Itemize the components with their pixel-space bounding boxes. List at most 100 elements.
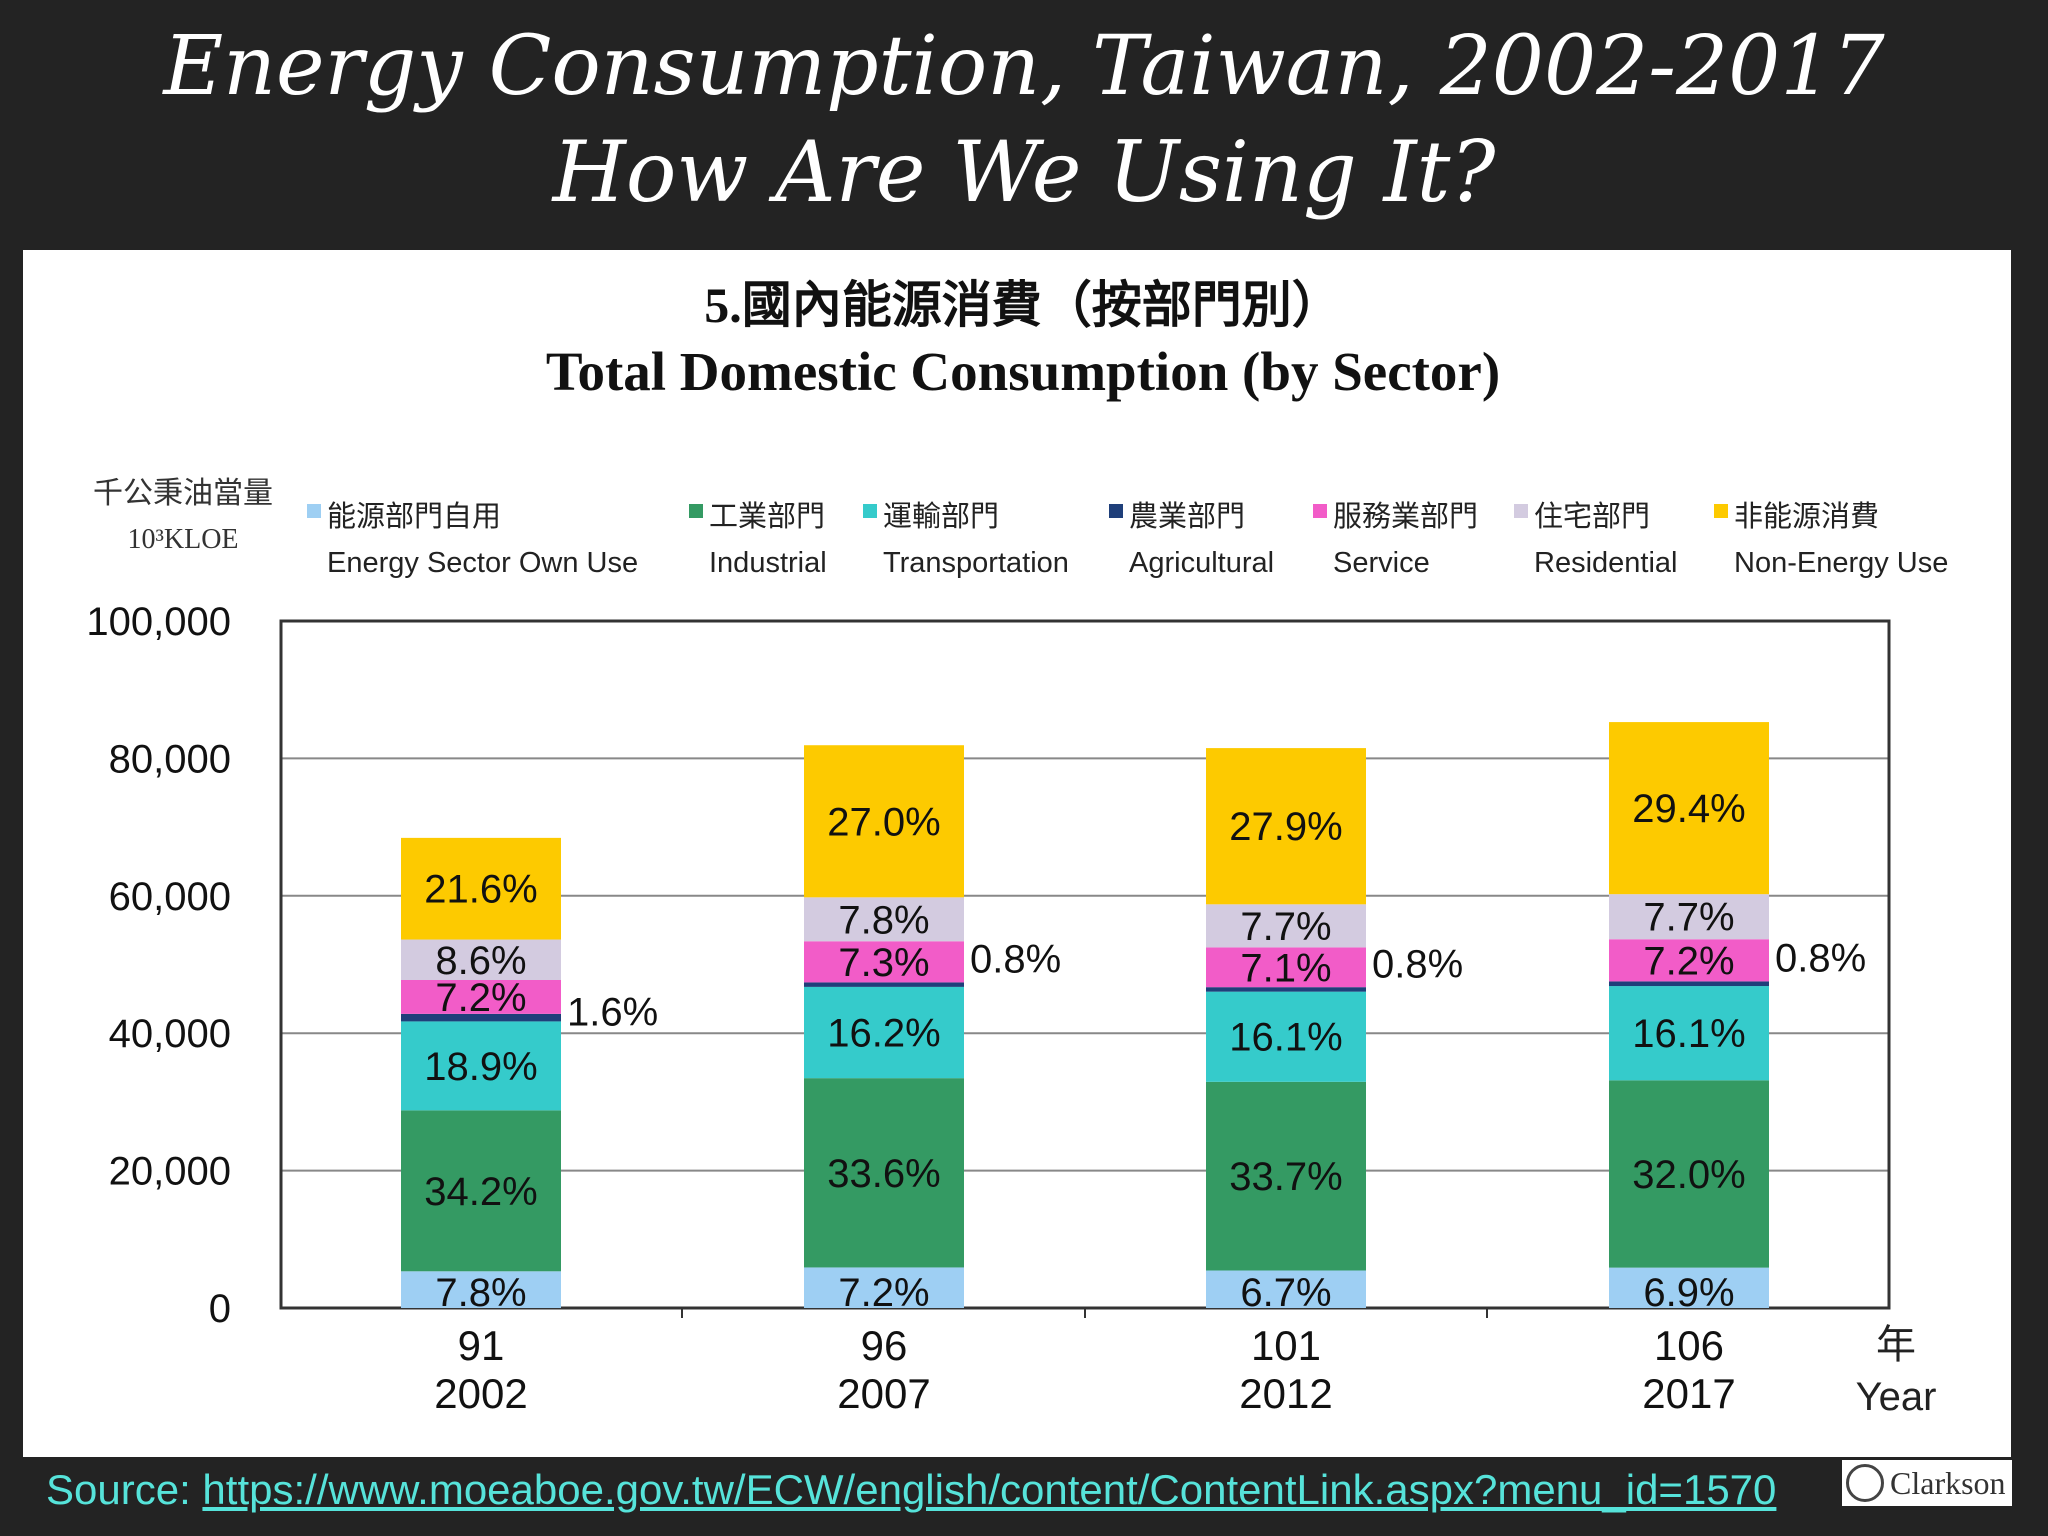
data-label: 0.8% bbox=[1372, 942, 1463, 986]
bar-segment bbox=[804, 1078, 964, 1268]
y-unit-label-zh: 千公秉油當量 bbox=[93, 477, 273, 510]
legend-label-zh: 非能源消費 bbox=[1734, 500, 1879, 533]
data-label: 7.2% bbox=[1643, 939, 1734, 983]
data-label: 33.7% bbox=[1229, 1155, 1342, 1199]
bar-segment bbox=[1609, 1080, 1769, 1268]
chart-title: 5.國內能源消費（按部門別） bbox=[704, 277, 1342, 333]
data-label: 32.0% bbox=[1632, 1153, 1745, 1197]
data-label: 7.2% bbox=[838, 1271, 929, 1315]
chart-panel: 5.國內能源消費（按部門別） Total Domestic Consumption… bbox=[23, 250, 2011, 1457]
bar-segment bbox=[1206, 1270, 1366, 1308]
bar-segment bbox=[401, 1271, 561, 1308]
bar-segment bbox=[1609, 1267, 1769, 1308]
source-label: Source: bbox=[46, 1466, 203, 1513]
legend-swatch bbox=[1514, 504, 1528, 518]
data-label: 7.3% bbox=[838, 941, 929, 985]
bar-segment bbox=[1206, 991, 1366, 1082]
stacked-bar-chart: 5.國內能源消費（按部門別） Total Domestic Consumption… bbox=[86, 277, 1948, 1419]
bar-segment bbox=[1609, 986, 1769, 1081]
slide-title: Energy Consumption, Taiwan, 2002-2017 Ho… bbox=[0, 18, 2048, 223]
data-label: 33.6% bbox=[827, 1152, 940, 1196]
x-tick-label-roc: 101 bbox=[1251, 1322, 1321, 1369]
legend-label: Energy Sector Own Use bbox=[327, 547, 638, 579]
bar-segment bbox=[804, 1267, 964, 1308]
legend-swatch bbox=[307, 504, 321, 518]
bar-segment bbox=[401, 1110, 561, 1272]
bar-segment bbox=[401, 939, 561, 980]
x-tick-label-roc: 96 bbox=[861, 1322, 908, 1369]
y-unit-label: 10³KLOE bbox=[127, 524, 238, 555]
clarkson-logo: Clarkson bbox=[1842, 1460, 2012, 1506]
x-tick-label-year: 2012 bbox=[1239, 1370, 1332, 1417]
data-label: 0.8% bbox=[970, 938, 1061, 982]
data-label: 18.9% bbox=[424, 1045, 537, 1089]
data-label: 7.1% bbox=[1240, 946, 1331, 990]
x-tick-label-roc: 106 bbox=[1654, 1322, 1724, 1369]
legend-label-zh: 運輸部門 bbox=[883, 500, 999, 533]
data-label: 16.2% bbox=[827, 1012, 940, 1056]
y-tick-label: 60,000 bbox=[109, 875, 231, 919]
legend-label: Agricultural bbox=[1129, 547, 1274, 579]
bar-segment bbox=[1206, 1081, 1366, 1271]
data-label: 27.9% bbox=[1229, 805, 1342, 849]
bar-segment bbox=[401, 1021, 561, 1111]
data-label: 21.6% bbox=[424, 868, 537, 912]
logo-text: Clarkson bbox=[1890, 1464, 2006, 1501]
data-label: 8.6% bbox=[435, 939, 526, 983]
legend-label: Residential bbox=[1534, 547, 1677, 579]
bar-segment bbox=[1609, 722, 1769, 895]
x-tick-label-year: 2017 bbox=[1642, 1370, 1735, 1417]
bar-segment bbox=[1206, 987, 1366, 992]
source-citation: Source: https://www.moeaboe.gov.tw/ECW/e… bbox=[46, 1466, 1776, 1514]
data-label: 34.2% bbox=[424, 1170, 537, 1214]
y-tick-label: 100,000 bbox=[86, 600, 231, 644]
legend-label-zh: 農業部門 bbox=[1129, 500, 1245, 533]
x-axis-label: Year bbox=[1856, 1375, 1937, 1419]
data-label: 7.8% bbox=[435, 1271, 526, 1315]
legend-label: Industrial bbox=[709, 547, 827, 579]
legend-swatch bbox=[689, 504, 703, 518]
legend-label-zh: 能源部門自用 bbox=[327, 500, 501, 533]
slide-title-line2: How Are We Using It? bbox=[552, 123, 1496, 222]
bar-segment bbox=[804, 982, 964, 987]
legend-label-zh: 住宅部門 bbox=[1534, 500, 1650, 533]
data-label: 7.7% bbox=[1240, 905, 1331, 949]
y-tick-label: 0 bbox=[209, 1287, 231, 1331]
bar-segment bbox=[1206, 748, 1366, 905]
data-label: 7.8% bbox=[838, 898, 929, 942]
bar-segment bbox=[804, 897, 964, 942]
bar-segment bbox=[1609, 894, 1769, 940]
data-label: 27.0% bbox=[827, 800, 940, 844]
x-tick-label-year: 2007 bbox=[837, 1370, 930, 1417]
chart-subtitle: Total Domestic Consumption (by Sector) bbox=[546, 341, 1500, 402]
bar-segment bbox=[1206, 904, 1366, 948]
x-axis-label-zh: 年 bbox=[1876, 1323, 1916, 1367]
legend-label-zh: 服務業部門 bbox=[1333, 500, 1478, 533]
x-tick-label-roc: 91 bbox=[458, 1322, 505, 1369]
legend-label: Transportation bbox=[883, 547, 1069, 579]
legend-swatch bbox=[1313, 504, 1327, 518]
source-link[interactable]: https://www.moeaboe.gov.tw/ECW/english/c… bbox=[202, 1466, 1777, 1513]
legend-swatch bbox=[1109, 504, 1123, 518]
legend-label: Non-Energy Use bbox=[1734, 547, 1948, 579]
y-tick-label: 40,000 bbox=[109, 1012, 231, 1056]
bar-segment bbox=[804, 941, 964, 983]
legend-label-zh: 工業部門 bbox=[709, 500, 825, 533]
data-label: 0.8% bbox=[1775, 937, 1866, 981]
data-label: 7.7% bbox=[1643, 896, 1734, 940]
slide-title-line1: Energy Consumption, Taiwan, 2002-2017 bbox=[163, 19, 1885, 114]
y-tick-label: 20,000 bbox=[109, 1150, 231, 1194]
data-label: 29.4% bbox=[1632, 787, 1745, 831]
legend-label: Service bbox=[1333, 547, 1430, 579]
data-label: 16.1% bbox=[1229, 1016, 1342, 1060]
bar-segment bbox=[401, 979, 561, 1014]
y-tick-label: 80,000 bbox=[109, 737, 231, 781]
data-label: 7.2% bbox=[435, 976, 526, 1020]
bar-segment bbox=[1206, 947, 1366, 988]
seal-icon bbox=[1846, 1464, 1884, 1502]
data-label: 6.7% bbox=[1240, 1271, 1331, 1315]
bar-segment bbox=[401, 837, 561, 940]
legend-swatch bbox=[863, 504, 877, 518]
bar-segment bbox=[401, 1013, 561, 1022]
data-label: 1.6% bbox=[567, 991, 658, 1035]
